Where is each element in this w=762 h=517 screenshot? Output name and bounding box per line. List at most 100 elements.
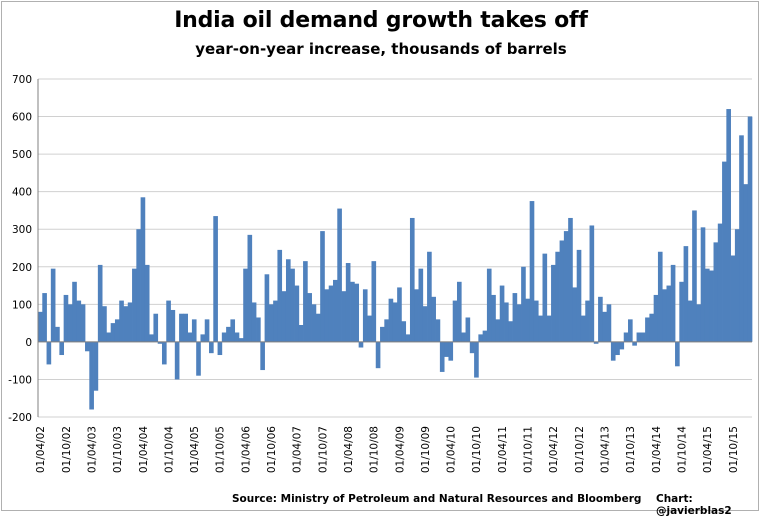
- bar: [405, 334, 411, 342]
- bar: [260, 341, 265, 371]
- y-tick-label: 300: [12, 224, 32, 236]
- x-tick-label: 01/10/06: [266, 426, 278, 473]
- bar: [256, 317, 261, 342]
- x-tick-label: 01/04/02: [35, 426, 47, 473]
- bar: [277, 249, 283, 342]
- bar: [525, 298, 531, 342]
- bar: [375, 341, 381, 369]
- bar: [632, 341, 637, 346]
- chart-title: India oil demand growth takes off: [174, 8, 588, 33]
- bar: [610, 341, 616, 361]
- bar: [294, 285, 300, 342]
- bar: [93, 341, 99, 391]
- bar: [427, 251, 432, 342]
- x-tick-label: 01/04/05: [189, 426, 201, 473]
- bar: [747, 116, 753, 342]
- bar: [709, 270, 714, 342]
- bar: [619, 341, 625, 350]
- y-tick-label: 500: [12, 149, 32, 161]
- bar: [700, 227, 706, 342]
- bar: [85, 341, 90, 352]
- x-tick-label: 01/04/07: [292, 426, 304, 473]
- bar: [311, 304, 317, 342]
- bar: [191, 319, 197, 342]
- x-tick-label: 01/10/15: [728, 426, 740, 473]
- bar: [478, 334, 483, 342]
- bar: [157, 341, 163, 344]
- bar: [67, 304, 73, 342]
- bar: [414, 289, 419, 342]
- bar: [606, 304, 612, 342]
- bar: [683, 246, 689, 342]
- bar: [687, 300, 693, 342]
- bar: [46, 341, 52, 365]
- bar: [114, 319, 120, 342]
- bar: [704, 268, 710, 342]
- bar: [559, 240, 565, 342]
- bar: [397, 287, 402, 342]
- x-tick-label: 01/04/09: [394, 426, 406, 473]
- bar: [247, 234, 253, 342]
- y-tick-label: 0: [25, 337, 32, 349]
- bar: [119, 300, 124, 342]
- bar: [350, 281, 355, 342]
- bar: [341, 291, 347, 342]
- bar: [533, 300, 539, 342]
- x-tick-label: 01/04/11: [497, 426, 509, 473]
- bar: [739, 135, 744, 342]
- x-tick-label: 01/04/15: [702, 426, 714, 473]
- bar: [234, 332, 240, 342]
- bar: [290, 268, 295, 342]
- bar: [623, 332, 629, 342]
- bar: [679, 281, 684, 342]
- bar: [238, 338, 244, 342]
- bar: [320, 231, 325, 342]
- bar: [38, 311, 43, 342]
- bar: [264, 274, 270, 342]
- bar: [461, 332, 466, 342]
- chart-credit: Chart: @javierblas2: [656, 493, 732, 517]
- y-tick-label: 600: [12, 112, 32, 124]
- bar: [555, 251, 560, 342]
- bar: [666, 285, 672, 342]
- bar: [337, 208, 342, 342]
- bar: [657, 251, 663, 342]
- x-tick-label: 01/10/07: [317, 426, 329, 473]
- bar: [161, 341, 167, 365]
- bar: [200, 334, 206, 342]
- bar: [563, 231, 569, 342]
- bar: [504, 302, 509, 342]
- bar: [409, 217, 415, 342]
- x-tick-label: 01/04/04: [138, 426, 150, 473]
- bar: [495, 319, 501, 342]
- bar: [132, 268, 137, 342]
- x-tick-label: 01/04/13: [600, 426, 612, 473]
- x-tick-label: 01/04/14: [651, 426, 663, 473]
- x-tick-label: 01/10/09: [420, 426, 432, 473]
- bar: [491, 294, 496, 342]
- bar: [452, 300, 458, 342]
- bar: [362, 289, 368, 342]
- bar: [303, 261, 308, 342]
- bar: [174, 341, 180, 380]
- x-tick-label: 01/04/06: [240, 426, 252, 473]
- bar: [76, 300, 82, 342]
- bar: [226, 326, 231, 342]
- y-tick-labels: -200 -100 0 100 200 300 400 500 600 700: [8, 74, 32, 424]
- bar: [144, 264, 150, 342]
- x-tick-label: 01/10/12: [574, 426, 586, 473]
- y-tick-label: 200: [12, 262, 32, 274]
- bar: [273, 300, 278, 342]
- bar: [388, 298, 394, 342]
- y-tick-label: 700: [12, 74, 32, 86]
- x-tick-label: 01/10/10: [471, 426, 483, 473]
- bar: [469, 341, 475, 354]
- bar: [546, 315, 552, 342]
- bar: [384, 319, 389, 342]
- bar: [439, 341, 445, 372]
- bar: [542, 253, 548, 342]
- bar: [102, 306, 107, 342]
- bar: [42, 293, 47, 342]
